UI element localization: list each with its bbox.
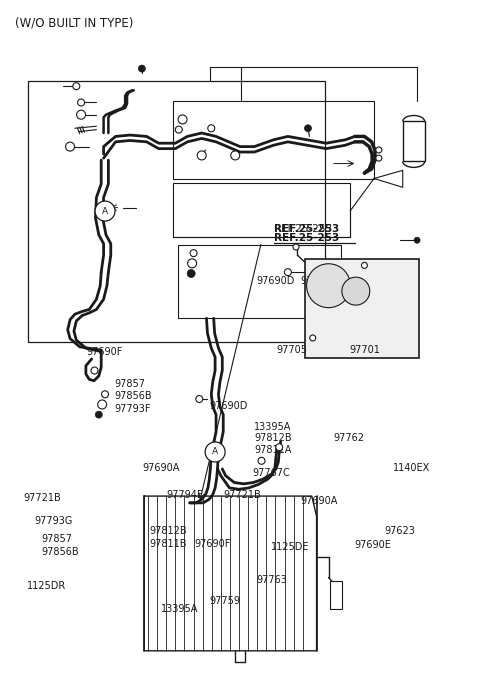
- Text: 97793G: 97793G: [34, 516, 72, 526]
- Bar: [173, 101, 374, 179]
- Text: 97690E: 97690E: [355, 540, 392, 550]
- Circle shape: [376, 147, 382, 153]
- Text: REF.25-253: REF.25-253: [274, 233, 339, 243]
- Text: 97721B: 97721B: [223, 490, 261, 500]
- Text: 97857: 97857: [41, 534, 72, 544]
- Circle shape: [304, 125, 312, 132]
- Bar: [403, 122, 425, 161]
- Text: A: A: [212, 447, 218, 456]
- Circle shape: [196, 396, 203, 403]
- Text: 97690D: 97690D: [257, 276, 295, 286]
- Circle shape: [361, 262, 367, 269]
- Text: A: A: [102, 207, 108, 216]
- Circle shape: [190, 250, 197, 256]
- Circle shape: [205, 442, 225, 462]
- Circle shape: [97, 400, 107, 409]
- Circle shape: [258, 457, 265, 464]
- Text: 97793F: 97793F: [115, 403, 151, 413]
- Circle shape: [187, 269, 195, 277]
- Circle shape: [307, 264, 350, 307]
- Text: 97812B: 97812B: [254, 433, 292, 443]
- Text: 97794E: 97794E: [167, 490, 204, 500]
- Text: 97690F: 97690F: [194, 539, 231, 549]
- Circle shape: [78, 99, 84, 106]
- Bar: [330, 581, 342, 609]
- Circle shape: [276, 444, 283, 451]
- Bar: [28, 81, 325, 342]
- Circle shape: [188, 259, 197, 268]
- Text: 1125DE: 1125DE: [271, 542, 310, 552]
- Text: REF.25-253: REF.25-253: [274, 224, 339, 234]
- Text: 97690F: 97690F: [86, 347, 122, 356]
- Text: (W/O BUILT IN TYPE): (W/O BUILT IN TYPE): [15, 17, 133, 30]
- Circle shape: [231, 151, 240, 160]
- Circle shape: [77, 110, 85, 119]
- Circle shape: [95, 201, 115, 221]
- Bar: [173, 182, 350, 237]
- Text: 13395A: 13395A: [254, 422, 292, 432]
- Bar: [178, 245, 340, 318]
- Text: 97759: 97759: [209, 596, 240, 606]
- Bar: [305, 258, 419, 358]
- Text: 97811B: 97811B: [149, 539, 187, 549]
- Text: 13395A: 13395A: [161, 604, 198, 614]
- Circle shape: [293, 244, 299, 250]
- Text: 97763: 97763: [257, 575, 288, 585]
- Text: 97701: 97701: [349, 345, 380, 355]
- Circle shape: [96, 411, 102, 418]
- Text: 97705: 97705: [276, 345, 307, 355]
- Text: 97705: 97705: [301, 276, 332, 286]
- Text: 97690D: 97690D: [209, 401, 247, 411]
- Circle shape: [91, 367, 98, 374]
- Text: REF.25-253: REF.25-253: [274, 224, 332, 234]
- Circle shape: [414, 237, 420, 243]
- Text: 97812B: 97812B: [149, 526, 187, 536]
- Circle shape: [178, 115, 187, 124]
- Circle shape: [197, 151, 206, 160]
- Text: 97811A: 97811A: [254, 445, 292, 455]
- Text: 97857: 97857: [115, 379, 145, 389]
- Text: 97762: 97762: [333, 433, 364, 443]
- Circle shape: [208, 125, 215, 132]
- Circle shape: [73, 83, 80, 90]
- Text: 97623: 97623: [384, 526, 415, 536]
- Text: 97690A: 97690A: [301, 496, 338, 506]
- Text: 97856B: 97856B: [41, 547, 79, 557]
- Text: 1125DR: 1125DR: [27, 581, 66, 591]
- Text: 1140EX: 1140EX: [393, 462, 431, 473]
- Circle shape: [310, 335, 316, 341]
- Circle shape: [175, 126, 182, 133]
- Circle shape: [342, 277, 370, 305]
- Text: 97721B: 97721B: [24, 493, 61, 503]
- Circle shape: [102, 391, 108, 398]
- Text: 97856B: 97856B: [115, 391, 152, 401]
- Circle shape: [66, 142, 74, 151]
- Circle shape: [138, 65, 145, 72]
- Text: 97767C: 97767C: [252, 468, 290, 478]
- Text: 97690A: 97690A: [142, 462, 179, 473]
- Circle shape: [284, 269, 291, 275]
- Circle shape: [376, 155, 382, 161]
